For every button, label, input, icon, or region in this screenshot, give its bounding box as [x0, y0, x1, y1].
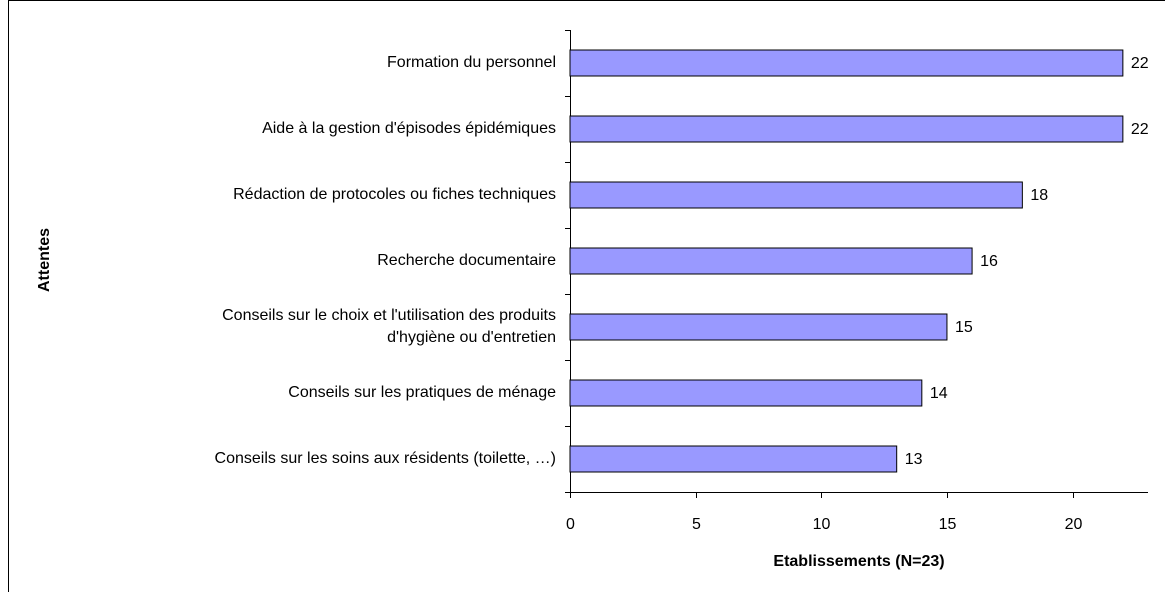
bar	[569, 247, 973, 275]
x-tick-label: 15	[939, 516, 957, 533]
bar	[569, 181, 1023, 209]
value-label: 14	[930, 385, 948, 402]
y-tick-label: Recherche documentaire	[377, 252, 556, 269]
value-label: 13	[905, 451, 923, 468]
y-tick-label: Conseils sur le choix et l'utilisation d…	[222, 307, 556, 346]
y-tick-label: Conseils sur les soins aux résidents (to…	[214, 450, 556, 467]
x-tick-label: 0	[566, 516, 575, 533]
value-label: 22	[1131, 55, 1149, 72]
bar	[569, 115, 1124, 143]
value-label: 16	[980, 253, 998, 270]
bar	[569, 379, 923, 407]
x-tick-label: 10	[813, 516, 831, 533]
y-tick-label: Formation du personnel	[387, 54, 556, 71]
y-tick-label: Conseils sur les pratiques de ménage	[288, 384, 556, 401]
chart-border	[8, 0, 1165, 592]
x-tick-label: 20	[1065, 516, 1083, 533]
y-tick-label: Aide à la gestion d'épisodes épidémiques	[262, 120, 556, 137]
y-tick-label: Rédaction de protocoles ou fiches techni…	[233, 186, 556, 203]
value-label: 18	[1030, 187, 1048, 204]
bar	[569, 49, 1124, 77]
bar	[569, 445, 898, 473]
x-axis-title: Etablissements (N=23)	[773, 553, 944, 570]
x-tick-label: 5	[692, 516, 701, 533]
value-label: 22	[1131, 121, 1149, 138]
y-axis-title: Attentes	[36, 228, 53, 292]
value-label: 15	[955, 319, 973, 336]
bar	[569, 313, 948, 341]
